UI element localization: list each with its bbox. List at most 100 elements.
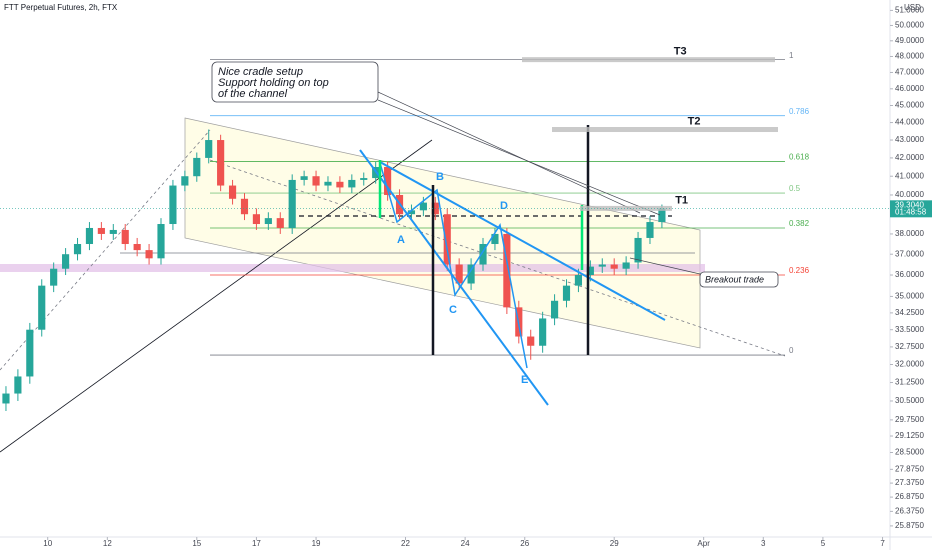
wedge-line: [359, 149, 549, 406]
x-tick-label: 15: [192, 539, 201, 548]
candle-body: [2, 393, 10, 404]
candle-body: [419, 202, 427, 211]
y-tick-label: 35.0000: [895, 292, 924, 301]
candle-body: [97, 227, 105, 234]
candle-body: [14, 376, 22, 394]
y-tick-label: 32.0000: [895, 360, 924, 369]
y-tick-label: 43.0000: [895, 135, 924, 144]
candle-body: [73, 244, 82, 255]
last-price-label: 39.3040: [895, 200, 924, 209]
note-text: of the channel: [218, 88, 288, 100]
x-tick-label: 26: [520, 539, 529, 548]
y-tick-label: 50.0000: [895, 21, 924, 30]
y-tick-label: 41.0000: [895, 171, 924, 180]
candle-body: [407, 210, 416, 215]
candle-body: [634, 237, 642, 263]
x-tick-label: 22: [401, 539, 410, 548]
last-price-box: [890, 200, 932, 218]
y-tick-label: 47.0000: [895, 68, 924, 77]
x-tick-label: 10: [43, 539, 52, 548]
y-tick-label: 36.0000: [895, 270, 924, 279]
y-tick-label: 29.7500: [895, 415, 924, 424]
candle-body: [228, 185, 237, 199]
candle-body: [26, 329, 34, 377]
countdown: 01:48:58: [895, 207, 927, 216]
candle-body: [288, 179, 296, 228]
x-tick-label: 3: [761, 539, 766, 548]
y-tick-label: 26.3750: [895, 506, 924, 515]
candle-body: [479, 244, 487, 265]
x-tick-label: 5: [821, 539, 826, 548]
x-tick-label: Apr: [697, 539, 710, 548]
y-tick-label: 27.3750: [895, 478, 924, 487]
candle-body: [610, 264, 618, 269]
y-tick-label: 33.5000: [895, 325, 924, 334]
candle-body: [658, 208, 666, 223]
wave-label: E: [521, 374, 528, 386]
wave-path: [379, 162, 528, 369]
candle-body: [133, 244, 141, 251]
target-zone: [580, 205, 672, 211]
fib-label: 0.618: [789, 153, 810, 162]
wedge-line: [379, 161, 666, 321]
x-tick-label: 29: [610, 539, 619, 548]
candle-body: [336, 181, 344, 188]
chart-title: FTT Perpetual Futures, 2h, FTX: [4, 3, 118, 12]
y-tick-label: 25.8750: [895, 521, 924, 530]
currency: USD: [904, 3, 921, 12]
y-tick-label: 31.2500: [895, 378, 924, 387]
candle-body: [205, 140, 213, 158]
support-zone: [0, 264, 705, 272]
candle-body: [562, 285, 571, 301]
candle-body: [193, 157, 201, 177]
fib-label: 0: [789, 346, 794, 355]
y-tick-label: 40.0000: [895, 190, 924, 199]
candle-body: [598, 264, 606, 267]
dashed-line: [0, 129, 211, 371]
y-tick-label: 49.0000: [895, 36, 924, 45]
candle-body: [85, 227, 94, 245]
y-tick-label: 46.0000: [895, 84, 924, 93]
candle-body: [455, 264, 463, 284]
candle-body: [264, 218, 272, 225]
fib-label: 0.5: [789, 184, 801, 193]
x-tick-label: 19: [312, 539, 321, 548]
candle-body: [276, 218, 284, 228]
target-zone: [552, 127, 778, 133]
pointer: [377, 99, 661, 216]
x-tick-label: 7: [880, 539, 885, 548]
candle-body: [503, 233, 511, 308]
x-tick-label: 12: [103, 539, 112, 548]
fib-label: 0.236: [789, 266, 810, 275]
y-tick-label: 45.0000: [895, 101, 924, 110]
note-box: [699, 271, 779, 288]
channel: [184, 117, 701, 349]
candle-body: [527, 336, 535, 346]
wave-label: D: [500, 200, 508, 212]
candle-body: [121, 229, 129, 245]
y-tick-label: 48.0000: [895, 52, 924, 61]
note-text: Breakout trade: [705, 274, 764, 284]
candle-body: [50, 268, 58, 286]
note-text: Nice cradle setup: [218, 66, 303, 78]
candle-body: [217, 140, 225, 186]
dashed-line: [209, 159, 786, 357]
candle-body: [550, 300, 559, 319]
y-tick-label: 42.0000: [895, 153, 924, 162]
candle-body: [312, 176, 320, 186]
wave-label: C: [449, 304, 457, 316]
pointer: [629, 257, 701, 275]
candle-body: [646, 222, 654, 238]
candle-body: [539, 318, 547, 346]
x-tick-label: 17: [252, 539, 261, 548]
candle-body: [491, 233, 499, 245]
candle-body: [109, 229, 117, 234]
y-tick-label: 34.2500: [895, 308, 924, 317]
candle-body: [169, 185, 177, 225]
candle-body: [622, 262, 630, 269]
candle-body: [240, 198, 249, 215]
target-label: T3: [674, 46, 687, 58]
candle-body: [145, 250, 153, 259]
note-text: Support holding on top: [218, 77, 329, 89]
